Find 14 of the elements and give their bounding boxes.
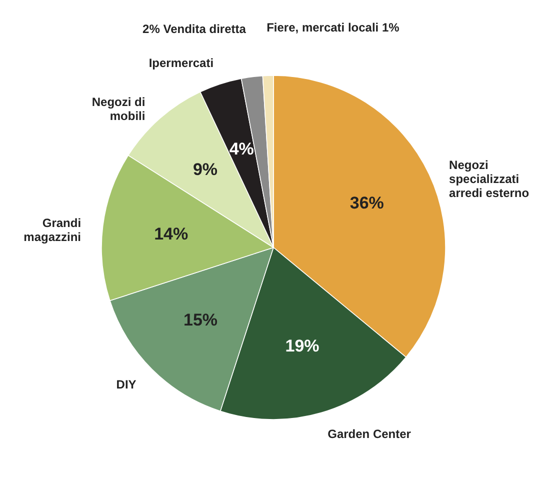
slice-label: Negozi di mobili	[92, 94, 146, 123]
data-label: 36%	[350, 194, 384, 213]
data-label: 19%	[285, 336, 320, 356]
slice-label: Ipermercati	[148, 56, 214, 70]
slice-label: Fiere, mercati locali 1%	[266, 20, 400, 35]
data-label: 14%	[154, 224, 188, 244]
slice-label: Garden Center	[328, 426, 412, 441]
slice-label: DIY	[116, 378, 136, 392]
data-label: 4%	[229, 139, 254, 158]
slice-label: 2% Vendita diretta	[142, 22, 246, 36]
slice-label: Negozi specializzati arredi esterno	[449, 158, 530, 200]
slice-label: Grandi magazzini	[24, 216, 82, 244]
data-label: 9%	[192, 160, 218, 180]
data-label: 15%	[184, 310, 218, 330]
